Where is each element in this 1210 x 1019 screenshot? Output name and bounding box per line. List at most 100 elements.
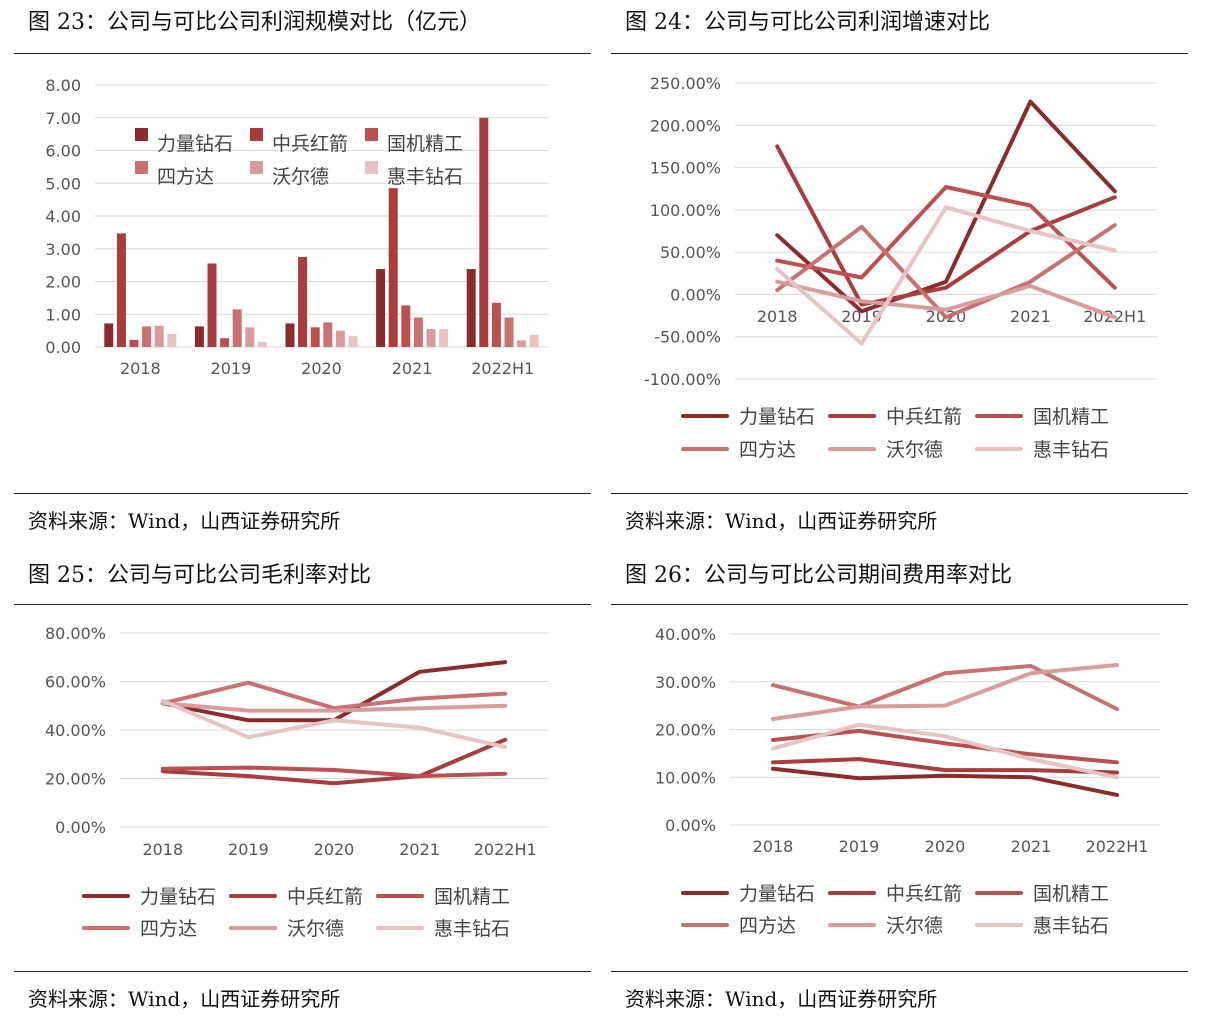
- y-tick-label: 2.00: [45, 273, 81, 292]
- x-tick-label: 2021: [1011, 837, 1052, 856]
- source-rule: [14, 493, 591, 494]
- series-line: [771, 663, 1119, 721]
- y-tick-label: 100.00%: [650, 201, 721, 220]
- y-tick-label: 20.00%: [45, 770, 106, 789]
- series-line: [775, 223, 1117, 320]
- y-tick-label: -50.00%: [654, 328, 721, 347]
- y-tick-label: 200.00%: [650, 116, 721, 135]
- legend-label: 惠丰钻石: [434, 918, 510, 940]
- x-tick-label: 2020: [314, 840, 355, 859]
- title-rule: [14, 604, 591, 605]
- source-note: 资料来源：Wind，山西证券研究所: [625, 509, 938, 533]
- source-rule: [14, 971, 591, 972]
- y-tick-label: 40.00%: [655, 625, 716, 644]
- y-tick-label: 10.00%: [655, 768, 716, 787]
- legend-swatch: [250, 128, 263, 141]
- bar: [142, 326, 152, 347]
- series-line: [775, 144, 1117, 307]
- legend-swatch: [365, 161, 378, 174]
- y-tick-label: 80.00%: [45, 624, 106, 643]
- legend-label: 沃尔德: [886, 439, 943, 461]
- legend-label: 国机精工: [1033, 883, 1109, 905]
- x-tick-label: 2020: [925, 837, 966, 856]
- figure-24: 图 24：公司与可比公司利润增速对比 -100.00% -50.00% 0.00% 5…: [605, 0, 1210, 545]
- figure-title: 图 26：公司与可比公司期间费用率对比: [625, 563, 1012, 588]
- y-tick-label: 250.00%: [650, 74, 721, 93]
- bar: [104, 323, 114, 347]
- y-tick-label: 20.00%: [655, 721, 716, 740]
- bar: [504, 317, 514, 347]
- legend-label: 国机精工: [434, 886, 510, 908]
- series-line: [775, 205, 1117, 346]
- x-tick-label: 2018: [120, 359, 161, 378]
- legend-label: 力量钻石: [739, 406, 815, 428]
- legend-label: 沃尔德: [272, 166, 329, 188]
- x-tick-label: 2020: [301, 359, 342, 378]
- bar: [323, 322, 333, 347]
- x-tick-label: 2019: [839, 837, 880, 856]
- bar: [129, 339, 139, 347]
- legend-label: 惠丰钻石: [387, 166, 463, 188]
- y-tick-label: 1.00: [45, 305, 81, 324]
- bar: [439, 328, 449, 347]
- chart-expense-ratio: 0.00% 10.00% 20.00% 30.00% 40.00% 2018 2019 202…: [655, 625, 1160, 937]
- series-line: [160, 701, 508, 713]
- bar: [207, 263, 217, 347]
- legend-swatch: [135, 128, 148, 141]
- source-rule: [611, 971, 1188, 972]
- series-line: [160, 680, 508, 711]
- series-line: [771, 664, 1119, 711]
- series-line: [160, 765, 508, 779]
- title-rule: [611, 53, 1188, 54]
- y-tick-label: 4.00: [45, 207, 81, 226]
- figure-23: 图 23：公司与可比公司利润规模对比（亿元） 0.00 1.00 2.00 3.00 4…: [0, 0, 605, 545]
- bar: [348, 336, 358, 347]
- legend-label: 国机精工: [387, 133, 463, 155]
- legend-label: 中兵红箭: [886, 883, 962, 905]
- legend-label: 中兵红箭: [287, 886, 363, 908]
- series-line: [160, 737, 508, 786]
- bar: [491, 302, 501, 347]
- source-note: 资料来源：Wind，山西证券研究所: [625, 987, 938, 1011]
- x-tick-label: 2021: [399, 840, 440, 859]
- legend-label: 四方达: [140, 918, 197, 940]
- bar: [116, 233, 126, 347]
- x-tick-label: 2018: [757, 307, 798, 326]
- legend-label: 四方达: [739, 915, 796, 937]
- source-note: 资料来源：Wind，山西证券研究所: [28, 987, 341, 1011]
- legend-label: 力量钻石: [739, 883, 815, 905]
- series-line: [771, 766, 1119, 797]
- bar: [529, 334, 539, 347]
- x-tick-label: 2021: [392, 359, 433, 378]
- y-tick-label: 60.00%: [45, 673, 106, 692]
- legend-label: 沃尔德: [287, 918, 344, 940]
- series-line: [160, 698, 508, 749]
- y-tick-label: 40.00%: [45, 721, 106, 740]
- legend-label: 惠丰钻石: [1033, 915, 1109, 937]
- legend-label: 四方达: [157, 166, 214, 188]
- bar: [167, 333, 177, 347]
- y-tick-label: 7.00: [45, 109, 81, 128]
- y-tick-label: 0.00%: [670, 285, 721, 304]
- x-tick-label: 2022H1: [474, 840, 537, 859]
- bar: [401, 305, 411, 347]
- bar: [479, 117, 489, 347]
- series-line: [775, 279, 1117, 320]
- y-tick-label: 5.00: [45, 174, 81, 193]
- x-tick-label: 2018: [753, 837, 794, 856]
- figure-26: 图 26：公司与可比公司期间费用率对比 0.00% 10.00% 20.00% 30.…: [605, 545, 1210, 1019]
- x-tick-label: 2021: [1010, 307, 1051, 326]
- bar: [154, 325, 164, 347]
- bar: [466, 269, 476, 347]
- bar: [298, 256, 308, 347]
- figure-25: 图 25：公司与可比公司毛利率对比 0.00% 20.00% 40.00% 60.00…: [0, 545, 605, 1019]
- series-line: [775, 185, 1117, 290]
- bar: [232, 309, 242, 347]
- legend-label: 中兵红箭: [886, 406, 962, 428]
- legend-swatch: [135, 161, 148, 174]
- source-note: 资料来源：Wind，山西证券研究所: [28, 509, 341, 533]
- bar: [376, 269, 386, 347]
- chart-gross-margin: 0.00% 20.00% 40.00% 60.00% 80.00% 2018 2019 202…: [45, 624, 548, 940]
- source-rule: [611, 493, 1188, 494]
- y-tick-label: 8.00: [45, 76, 81, 95]
